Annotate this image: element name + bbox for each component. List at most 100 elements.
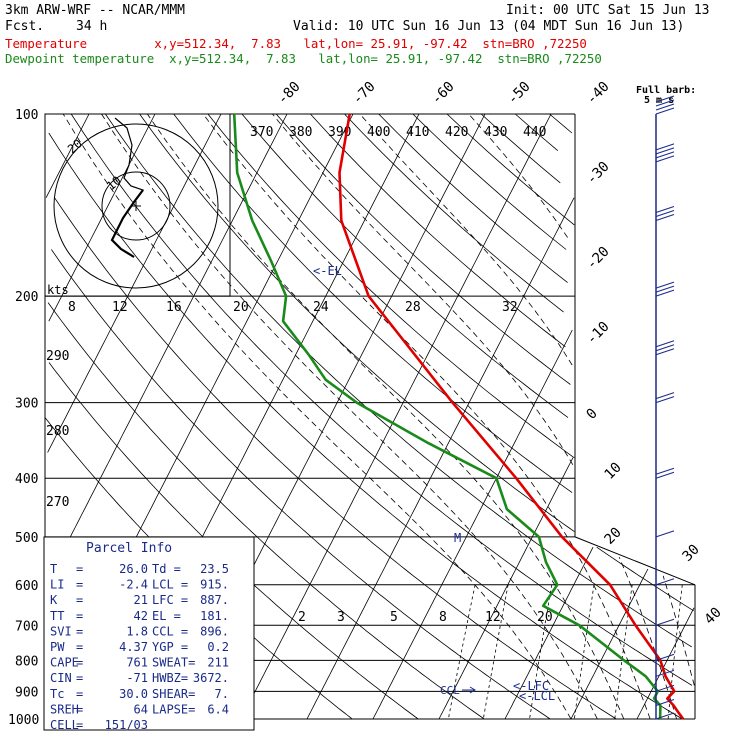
- dry-adiabat: [54, 197, 617, 720]
- moist-adiabat-grid: [62, 113, 695, 720]
- parcel-label: PW: [50, 640, 65, 654]
- parcel-label: T: [50, 562, 57, 576]
- mixing-ratio-line: [482, 584, 509, 720]
- parcel-label: SVI: [50, 624, 72, 638]
- dry-adiabat: [412, 113, 567, 250]
- speed-label: 28: [405, 300, 421, 315]
- theta-e-label: 380: [289, 125, 312, 140]
- theta-e-label: 410: [406, 125, 429, 140]
- isotherm-label: -60: [429, 79, 458, 108]
- wind-barb: [655, 653, 675, 661]
- speed-label: 32: [502, 300, 518, 315]
- mixing-ratio-label: 8: [439, 610, 447, 625]
- parcel-value: 30.0: [119, 687, 148, 701]
- parcel-eq: =: [76, 593, 83, 607]
- parcel-label2: YGP =: [152, 640, 188, 654]
- speed-label: 16: [166, 300, 182, 315]
- moist-adiabat: [62, 113, 572, 720]
- wind-barb: [655, 578, 675, 586]
- theta-e-label: 440: [523, 125, 546, 140]
- wind-barb: [655, 155, 675, 163]
- marker-lfc: <-LFC: [513, 679, 549, 693]
- wind-barb: [655, 618, 675, 626]
- pressure-tick-label: 100: [15, 108, 38, 123]
- isotherm: [240, 113, 552, 720]
- isotherm: [45, 113, 90, 198]
- parcel-eq: =: [76, 718, 83, 732]
- wind-barb: [655, 348, 675, 356]
- dry-adiabat: [241, 113, 569, 418]
- model-title: 3km ARW-WRF -- NCAR/MMM: [5, 3, 186, 18]
- wind-barb: [655, 214, 675, 222]
- dry-adiabat: [70, 113, 693, 686]
- wind-barb: [655, 392, 675, 400]
- wind-barb: [655, 95, 675, 103]
- fcst-value: 34 h: [76, 19, 108, 34]
- isotherm-label: -80: [275, 79, 304, 108]
- parcel-title: Parcel Info: [86, 541, 172, 556]
- parcel-value2: 0.2: [207, 640, 229, 654]
- parcel-label2: HWBZ=: [152, 671, 188, 685]
- speed-label: 20: [233, 300, 249, 315]
- wind-barb: [655, 530, 675, 538]
- parcel-value: 1.8: [126, 624, 148, 638]
- parcel-value2: 23.5: [200, 562, 229, 576]
- dry-adiabat: [310, 113, 566, 348]
- parcel-label: CELL: [50, 718, 79, 732]
- mixing-ratio-label: 3: [337, 610, 345, 625]
- theta-label: 270: [46, 495, 69, 510]
- dry-adiabat: [378, 113, 568, 283]
- isotherm: [570, 568, 649, 720]
- dry-adiabat: [549, 113, 573, 134]
- init-time: Init: 00 UTC Sat 15 Jun 13: [506, 3, 710, 18]
- marker-lcl: <-LCL: [519, 689, 555, 703]
- isotherm: [306, 197, 575, 720]
- isotherm: [47, 113, 222, 453]
- isotherm: [438, 457, 574, 720]
- parcel-value2: 181.: [200, 609, 229, 623]
- isotherm-label: -30: [584, 159, 613, 188]
- mixing-ratio-label: 2: [298, 610, 306, 625]
- isotherm-label: -40: [584, 79, 613, 108]
- parcel-value2: 896.: [200, 624, 229, 638]
- isotherm-label: -50: [505, 79, 534, 108]
- wind-barb: [655, 281, 675, 289]
- dry-adiabat: [48, 132, 683, 720]
- parcel-label2: Td =: [152, 562, 181, 576]
- hodograph-ring-label: 20: [65, 136, 85, 156]
- wind-barb: [655, 340, 675, 348]
- parcel-label: K: [50, 593, 58, 607]
- speed-label: 8: [68, 300, 76, 315]
- dewpoint-legend: Dewpoint temperature x,y=512.34, 7.83 la…: [5, 51, 602, 66]
- mixing-ratio-line: [667, 584, 683, 719]
- moist-adiabat: [359, 113, 695, 686]
- wind-barb: [655, 103, 675, 111]
- wind-barb: [655, 467, 675, 475]
- isotherm-label: 10: [602, 460, 625, 483]
- parcel-value: 4.37: [119, 640, 148, 654]
- wind-barb: [655, 471, 675, 479]
- speed-label: 12: [112, 300, 128, 315]
- wind-barb: [655, 684, 675, 692]
- theta-e-label: 430: [484, 125, 507, 140]
- parcel-value2: 887.: [200, 593, 229, 607]
- wind-barb: [655, 669, 675, 677]
- parcel-value: -71: [126, 671, 148, 685]
- parcel-label2: LFC =: [152, 593, 188, 607]
- theta-e-label: 400: [367, 125, 390, 140]
- dry-adiabat: [344, 113, 564, 313]
- mixing-ratio-label: 5: [390, 610, 398, 625]
- theta-label: 280: [46, 424, 69, 439]
- wind-barb: [655, 396, 675, 404]
- dry-adiabat: [105, 113, 692, 648]
- temperature-legend: Temperature x,y=512.34, 7.83 lat,lon= 25…: [5, 36, 587, 51]
- isotherm: [44, 113, 288, 587]
- pressure-tick-label: 700: [15, 619, 38, 634]
- hodograph-ring-inner: [101, 171, 171, 241]
- wind-barb: [655, 289, 675, 297]
- parcel-value: 26.0: [119, 562, 148, 576]
- hodograph-frame: [44, 113, 231, 297]
- parcel-eq: =: [76, 687, 83, 701]
- dry-adiabat: [446, 113, 575, 226]
- parcel-box: [43, 536, 255, 731]
